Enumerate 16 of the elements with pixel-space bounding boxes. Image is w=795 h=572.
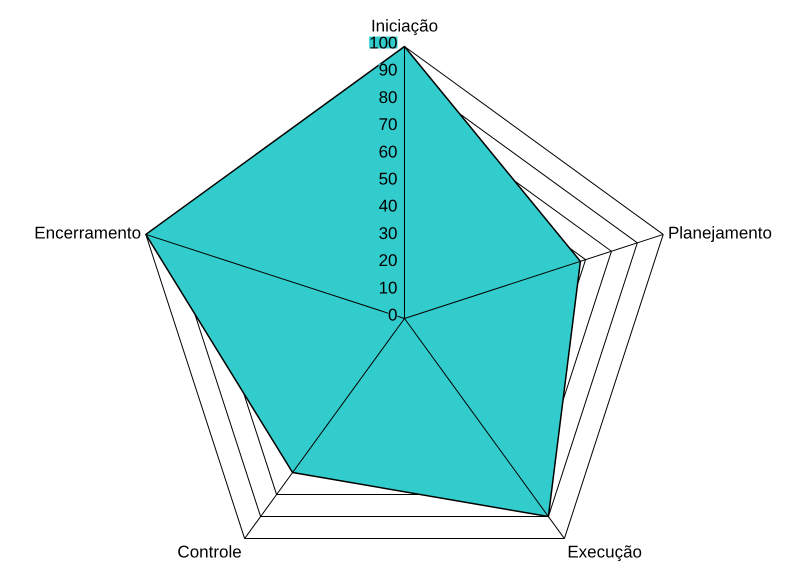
y-tick-label: 80 [378,88,398,107]
spoke-label: Controle [177,542,242,562]
y-tick-label: 100 [369,34,398,52]
y-tick-label: 0 [388,306,398,324]
y-tick-label: 40 [378,196,398,216]
y-tick-label: 20 [378,251,398,270]
spoke-label: Execução [567,542,642,562]
y-tick-label: 50 [378,170,398,188]
spoke-label: Iniciação [370,16,438,36]
spoke-label: Planejamento [668,223,772,242]
y-tick-label: 70 [378,115,398,134]
spoke-label: Encerramento [34,223,142,242]
y-tick-label: 10 [378,278,398,298]
y-tick-label: 60 [378,142,398,162]
y-tick-label: 30 [378,224,398,243]
y-tick-label: 90 [378,60,398,80]
